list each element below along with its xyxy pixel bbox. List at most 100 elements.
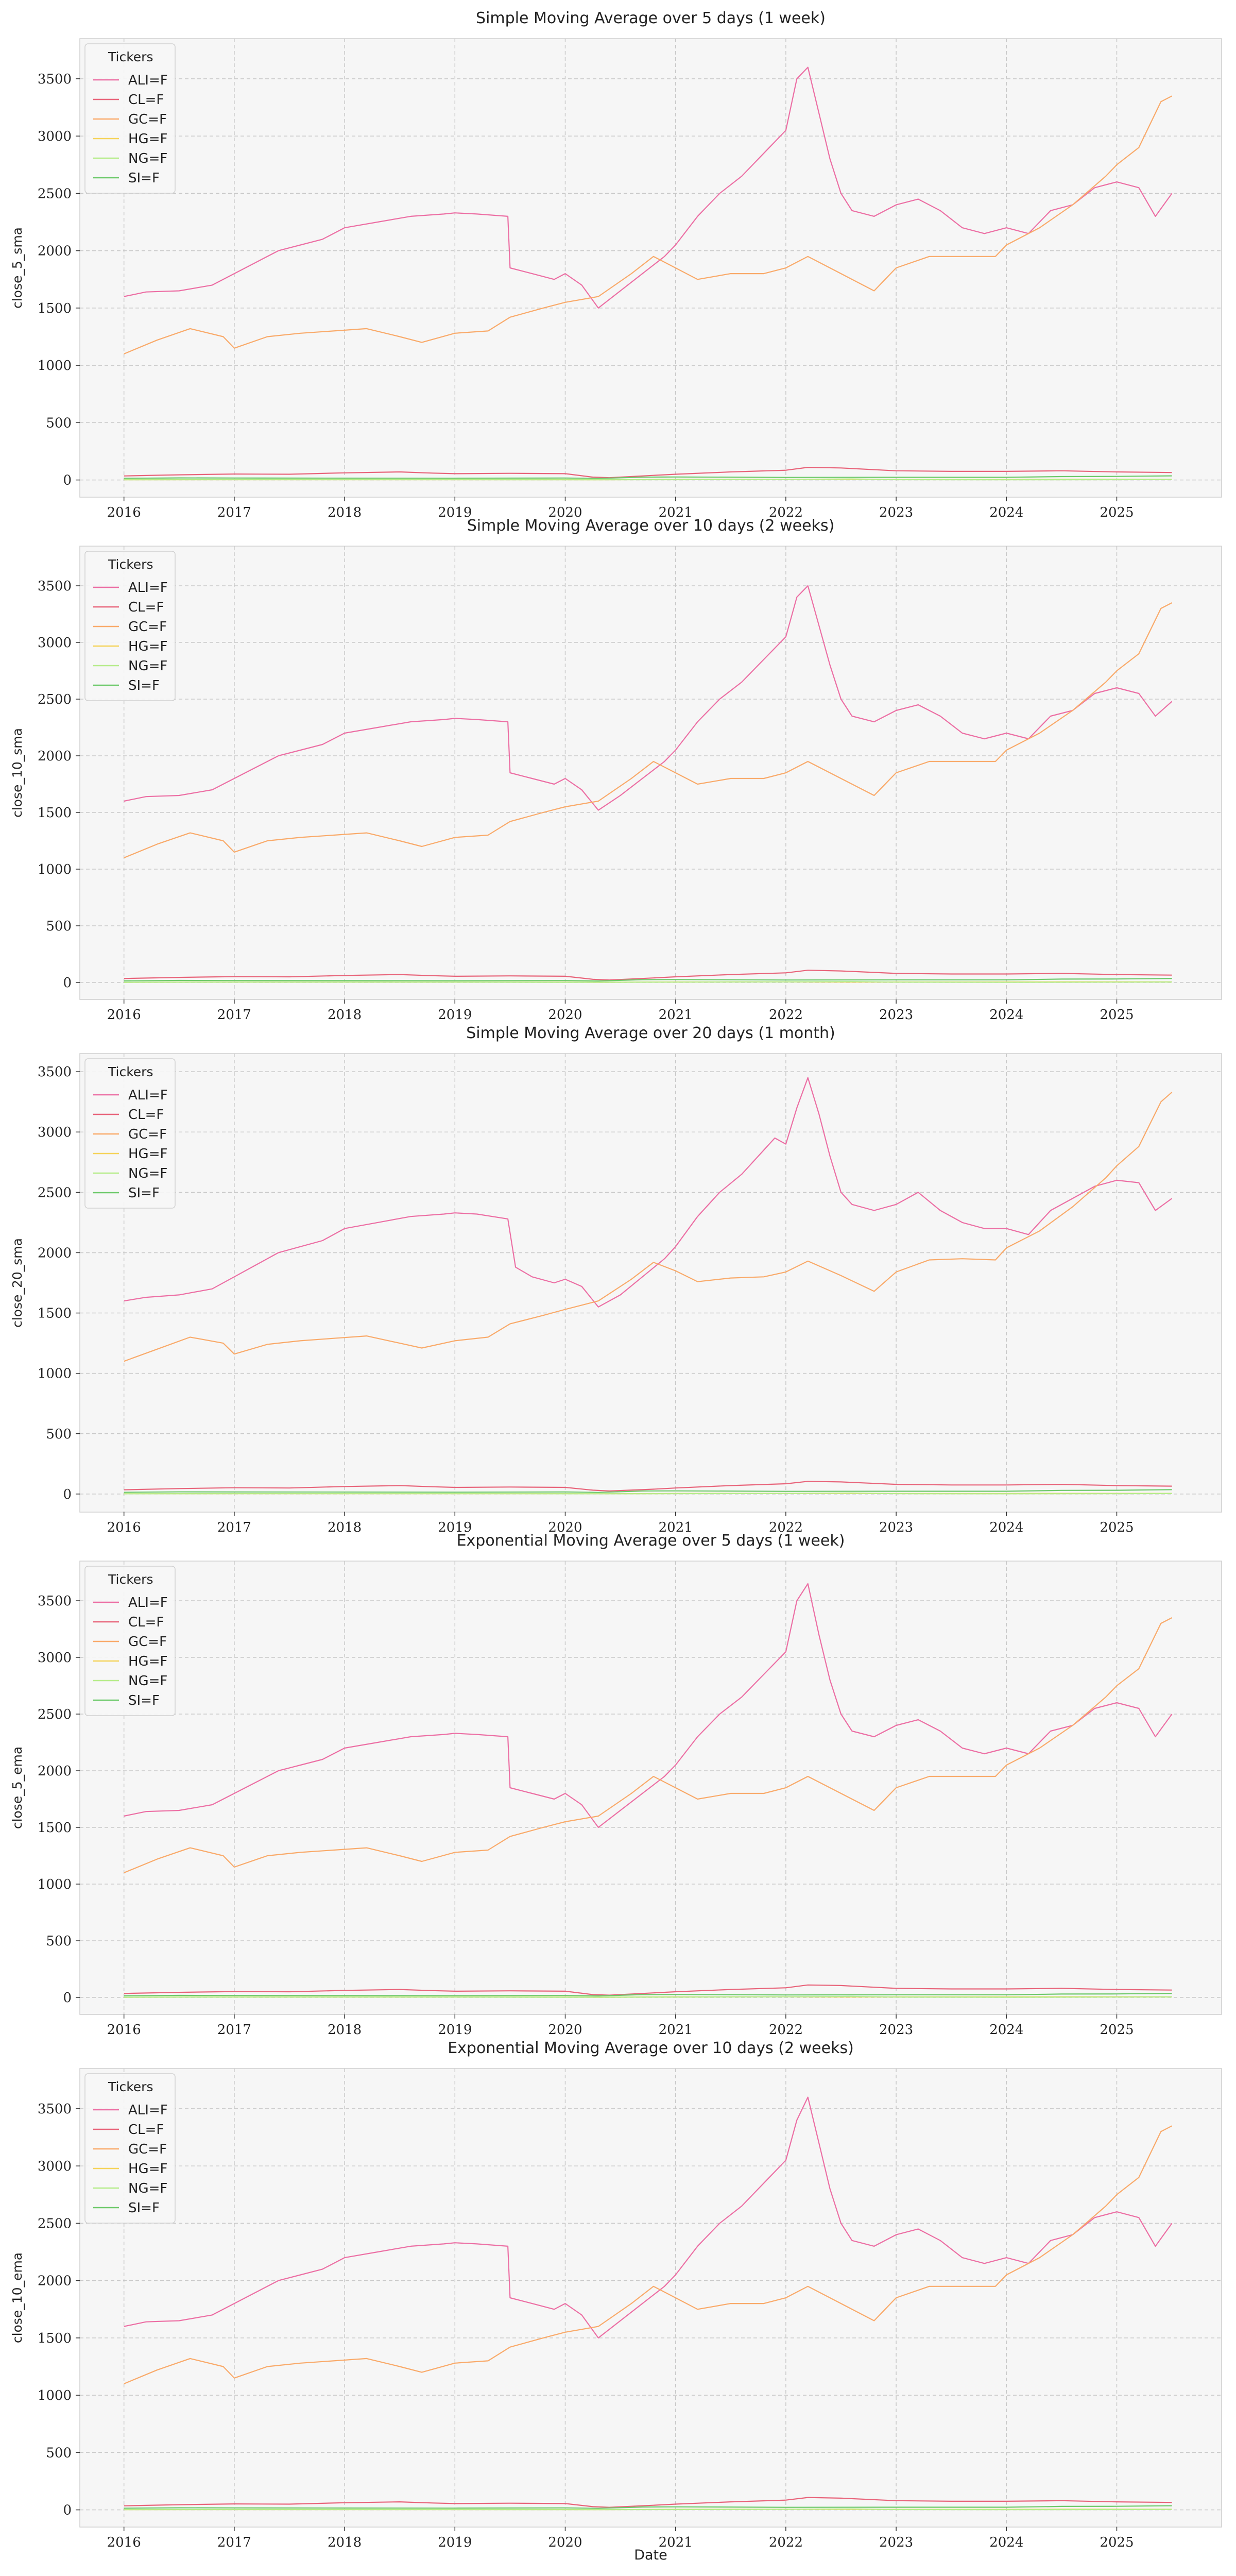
chart-panel-2: Simple Moving Average over 10 days (2 we… (10, 517, 1222, 1023)
legend-title: Tickers (108, 49, 153, 64)
y-tick-label: 500 (46, 1427, 72, 1442)
plot-area (79, 1053, 1222, 1513)
y-tick-label: 500 (46, 2445, 72, 2461)
legend-label: SI=F (128, 171, 160, 186)
x-tick-label: 2022 (769, 1007, 803, 1023)
y-tick-label: 2500 (38, 186, 72, 201)
series-group (124, 2096, 1173, 2511)
chart-title: Exponential Moving Average over 10 days … (448, 2039, 854, 2057)
legend-label: NG=F (128, 151, 167, 166)
y-tick-label: 2500 (38, 1185, 72, 1200)
series-line-sif (124, 1993, 1172, 1997)
series-line-ngf (124, 1492, 1172, 1495)
x-tick-label: 2016 (107, 1520, 141, 1535)
x-axis-label: Date (634, 2547, 667, 2563)
x-tick-label: 2023 (879, 1520, 913, 1535)
series-line-sif (124, 475, 1172, 479)
legend-label: ALI=F (128, 1088, 168, 1103)
plot-area (79, 38, 1222, 498)
y-tick-label: 2500 (38, 2216, 72, 2231)
y-axis-label: close_10_ema (10, 2252, 25, 2343)
chart-panel-5: Exponential Moving Average over 10 days … (10, 2039, 1222, 2550)
x-tick-label: 2024 (989, 1520, 1023, 1535)
legend-label: CL=F (128, 92, 164, 108)
x-tick-label: 2020 (548, 505, 582, 520)
legend: Tickers ALI=F CL=F GC=F HG=F NG=F SI=F (84, 2073, 176, 2224)
series-group (124, 1583, 1173, 1998)
series-line-sif (124, 2505, 1172, 2509)
x-tick-label: 2016 (107, 505, 141, 520)
x-tick-label: 2025 (1100, 1520, 1134, 1535)
legend-label: HG=F (128, 1654, 167, 1669)
legend: Tickers ALI=F CL=F GC=F HG=F NG=F SI=F (84, 551, 176, 701)
chart-panel-3: Simple Moving Average over 20 days (1 mo… (10, 1024, 1222, 1535)
x-tick-label: 2018 (328, 2535, 362, 2550)
series-line-alif (124, 66, 1173, 309)
y-axis-label: close_5_ema (10, 1747, 25, 1829)
series-line-clf (124, 466, 1172, 479)
y-tick-label: 1000 (38, 1877, 72, 1892)
y-tick-label: 3500 (38, 1064, 72, 1080)
x-tick-label: 2025 (1100, 2022, 1134, 2038)
x-tick-label: 2017 (217, 2535, 251, 2550)
legend-label: GC=F (128, 1634, 167, 1650)
x-tick-label: 2024 (989, 2022, 1023, 2038)
y-tick-label: 500 (46, 1934, 72, 1949)
x-tick-label: 2019 (438, 1520, 472, 1535)
legend-label: NG=F (128, 1166, 167, 1181)
legend-label: HG=F (128, 131, 167, 147)
chart-panel-4: Exponential Moving Average over 5 days (… (10, 1532, 1222, 2038)
x-tick-label: 2017 (217, 1520, 251, 1535)
legend-label: HG=F (128, 1146, 167, 1162)
plot-area (79, 2068, 1222, 2528)
x-tick-label: 2022 (769, 1520, 803, 1535)
series-line-gcf (124, 1092, 1173, 1362)
y-axis-label: close_20_sma (10, 1238, 25, 1328)
x-tick-label: 2017 (217, 1007, 251, 1023)
y-tick-label: 1000 (38, 862, 72, 877)
legend: Tickers ALI=F CL=F GC=F HG=F NG=F SI=F (84, 1566, 176, 1716)
y-tick-label: 1500 (38, 301, 72, 316)
x-tick-label: 2024 (989, 505, 1023, 520)
legend-box (84, 43, 176, 194)
x-tick-label: 2021 (659, 2535, 693, 2550)
x-tick-label: 2020 (548, 1007, 582, 1023)
legend-label: ALI=F (128, 1595, 168, 1611)
y-tick-label: 1000 (38, 2388, 72, 2403)
series-line-clf (124, 2497, 1172, 2508)
y-tick-label: 1000 (38, 1366, 72, 1382)
series-line-alif (124, 585, 1173, 811)
series-line-alif (124, 1583, 1173, 1828)
series-line-clf (124, 970, 1172, 981)
legend-label: SI=F (128, 1693, 160, 1708)
x-tick-label: 2022 (769, 2535, 803, 2550)
legend-box (84, 1566, 176, 1716)
series-line-gcf (124, 2125, 1173, 2384)
x-tick-label: 2019 (438, 2022, 472, 2038)
series-line-gcf (124, 95, 1173, 354)
legend-label: SI=F (128, 1185, 160, 1201)
y-tick-label: 3000 (38, 1650, 72, 1666)
x-tick-label: 2016 (107, 2535, 141, 2550)
x-tick-label: 2025 (1100, 1007, 1134, 1023)
y-tick-label: 3000 (38, 2159, 72, 2174)
series-line-sif (124, 978, 1172, 982)
series-group (124, 1077, 1173, 1495)
legend-label: CL=F (128, 1107, 164, 1123)
y-tick-label: 1500 (38, 805, 72, 821)
legend-label: GC=F (128, 1127, 167, 1142)
legend-label: SI=F (128, 2200, 160, 2216)
chart-title: Exponential Moving Average over 5 days (… (457, 1532, 845, 1550)
x-tick-label: 2025 (1100, 2535, 1134, 2550)
legend-label: NG=F (128, 658, 167, 674)
x-tick-label: 2021 (659, 1520, 693, 1535)
legend-title: Tickers (108, 1064, 153, 1079)
x-tick-label: 2021 (659, 1007, 693, 1023)
legend-label: ALI=F (128, 580, 168, 596)
x-tick-label: 2016 (107, 1007, 141, 1023)
x-tick-label: 2018 (328, 1520, 362, 1535)
series-line-gcf (124, 602, 1173, 859)
chart-title: Simple Moving Average over 20 days (1 mo… (466, 1024, 835, 1042)
y-tick-label: 3500 (38, 1594, 72, 1609)
